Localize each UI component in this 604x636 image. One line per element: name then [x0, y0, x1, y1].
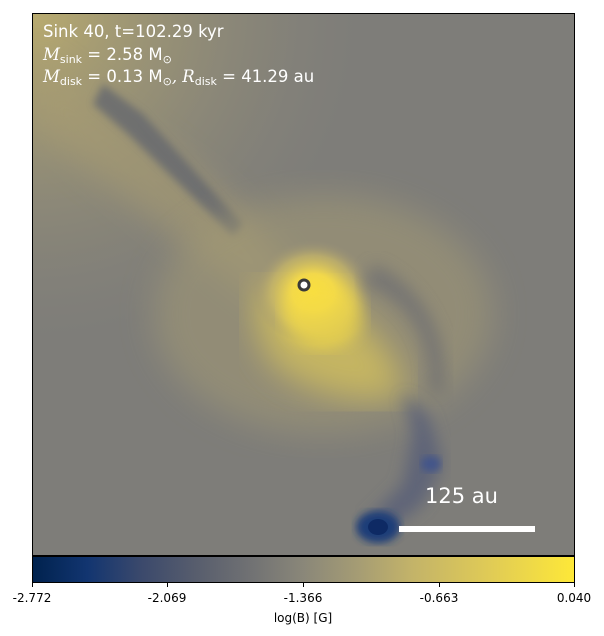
colorbar-tick-label: -0.663 [419, 591, 459, 605]
colorbar-tick [439, 583, 440, 587]
colorbar-tick [167, 583, 168, 587]
scale-bar-label: 125 au [425, 484, 498, 508]
sink-title: Sink 40, t=102.29 kyr [43, 22, 224, 41]
colorbar [32, 556, 575, 583]
field-image [33, 14, 574, 555]
sink-mass: Msink = 2.58 M⊙ [43, 45, 172, 66]
colorbar-tick [32, 583, 33, 587]
colorbar-tick-label: -2.772 [12, 591, 52, 605]
colorbar-label: log(B) [G] [273, 611, 333, 625]
disk-properties: Mdisk = 0.13 M⊙, Rdisk = 41.29 au [43, 67, 315, 88]
colorbar-tick [303, 583, 304, 587]
magnetic-field-map: Sink 40, t=102.29 kyr Msink = 2.58 M⊙ Md… [32, 13, 575, 556]
colorbar-tick-label: 0.040 [556, 591, 592, 605]
scale-bar [399, 526, 535, 532]
sink-marker [297, 278, 311, 292]
colorbar-tick-label: -1.366 [283, 591, 323, 605]
colorbar-tick [574, 583, 575, 587]
colorbar-tick-label: -2.069 [147, 591, 187, 605]
